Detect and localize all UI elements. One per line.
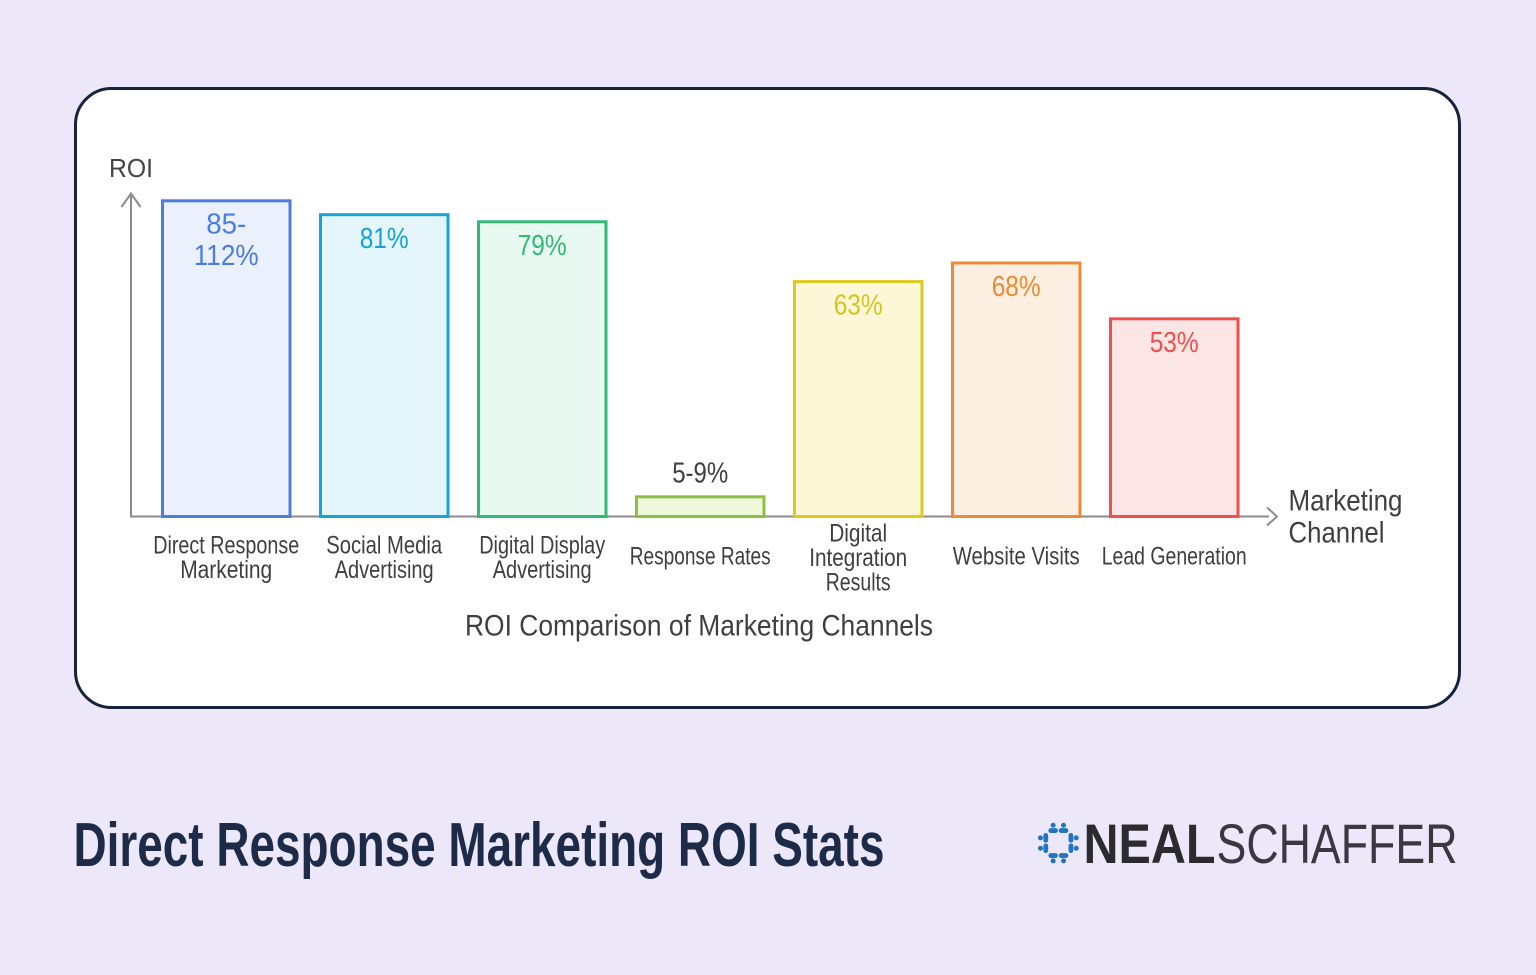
svg-text:SCHAFFER: SCHAFFER [1217,813,1458,875]
svg-text:Channel: Channel [1289,517,1385,550]
svg-text:Lead Generation: Lead Generation [1102,543,1247,571]
svg-text:Direct Response Marketing ROI: Direct Response Marketing ROI Stats [74,811,885,880]
svg-text:Direct Response: Direct Response [153,532,299,560]
svg-text:Marketing: Marketing [180,556,272,584]
svg-text:Digital Display: Digital Display [479,532,605,560]
svg-text:Results: Results [826,569,891,597]
svg-text:68%: 68% [992,271,1041,303]
svg-text:Advertising: Advertising [493,556,592,584]
svg-text:112%: 112% [194,240,259,272]
svg-text:Digital: Digital [829,520,887,548]
svg-text:Marketing: Marketing [1289,485,1403,518]
svg-text:53%: 53% [1150,327,1199,359]
svg-text:85-: 85- [206,209,246,241]
svg-text:81%: 81% [360,223,409,255]
svg-text:ROI: ROI [109,153,153,183]
svg-text:ROI Comparison of Marketing Ch: ROI Comparison of Marketing Channels [465,610,933,643]
svg-text:Advertising: Advertising [335,556,434,584]
svg-text:Social Media: Social Media [326,532,442,560]
svg-text:Response Rates: Response Rates [630,543,771,571]
svg-text:5-9%: 5-9% [672,458,728,490]
svg-text:NEAL: NEAL [1084,813,1216,875]
svg-text:Integration: Integration [809,544,907,572]
svg-text:Website Visits: Website Visits [953,543,1080,571]
svg-text:63%: 63% [834,290,883,322]
svg-text:79%: 79% [518,230,567,262]
